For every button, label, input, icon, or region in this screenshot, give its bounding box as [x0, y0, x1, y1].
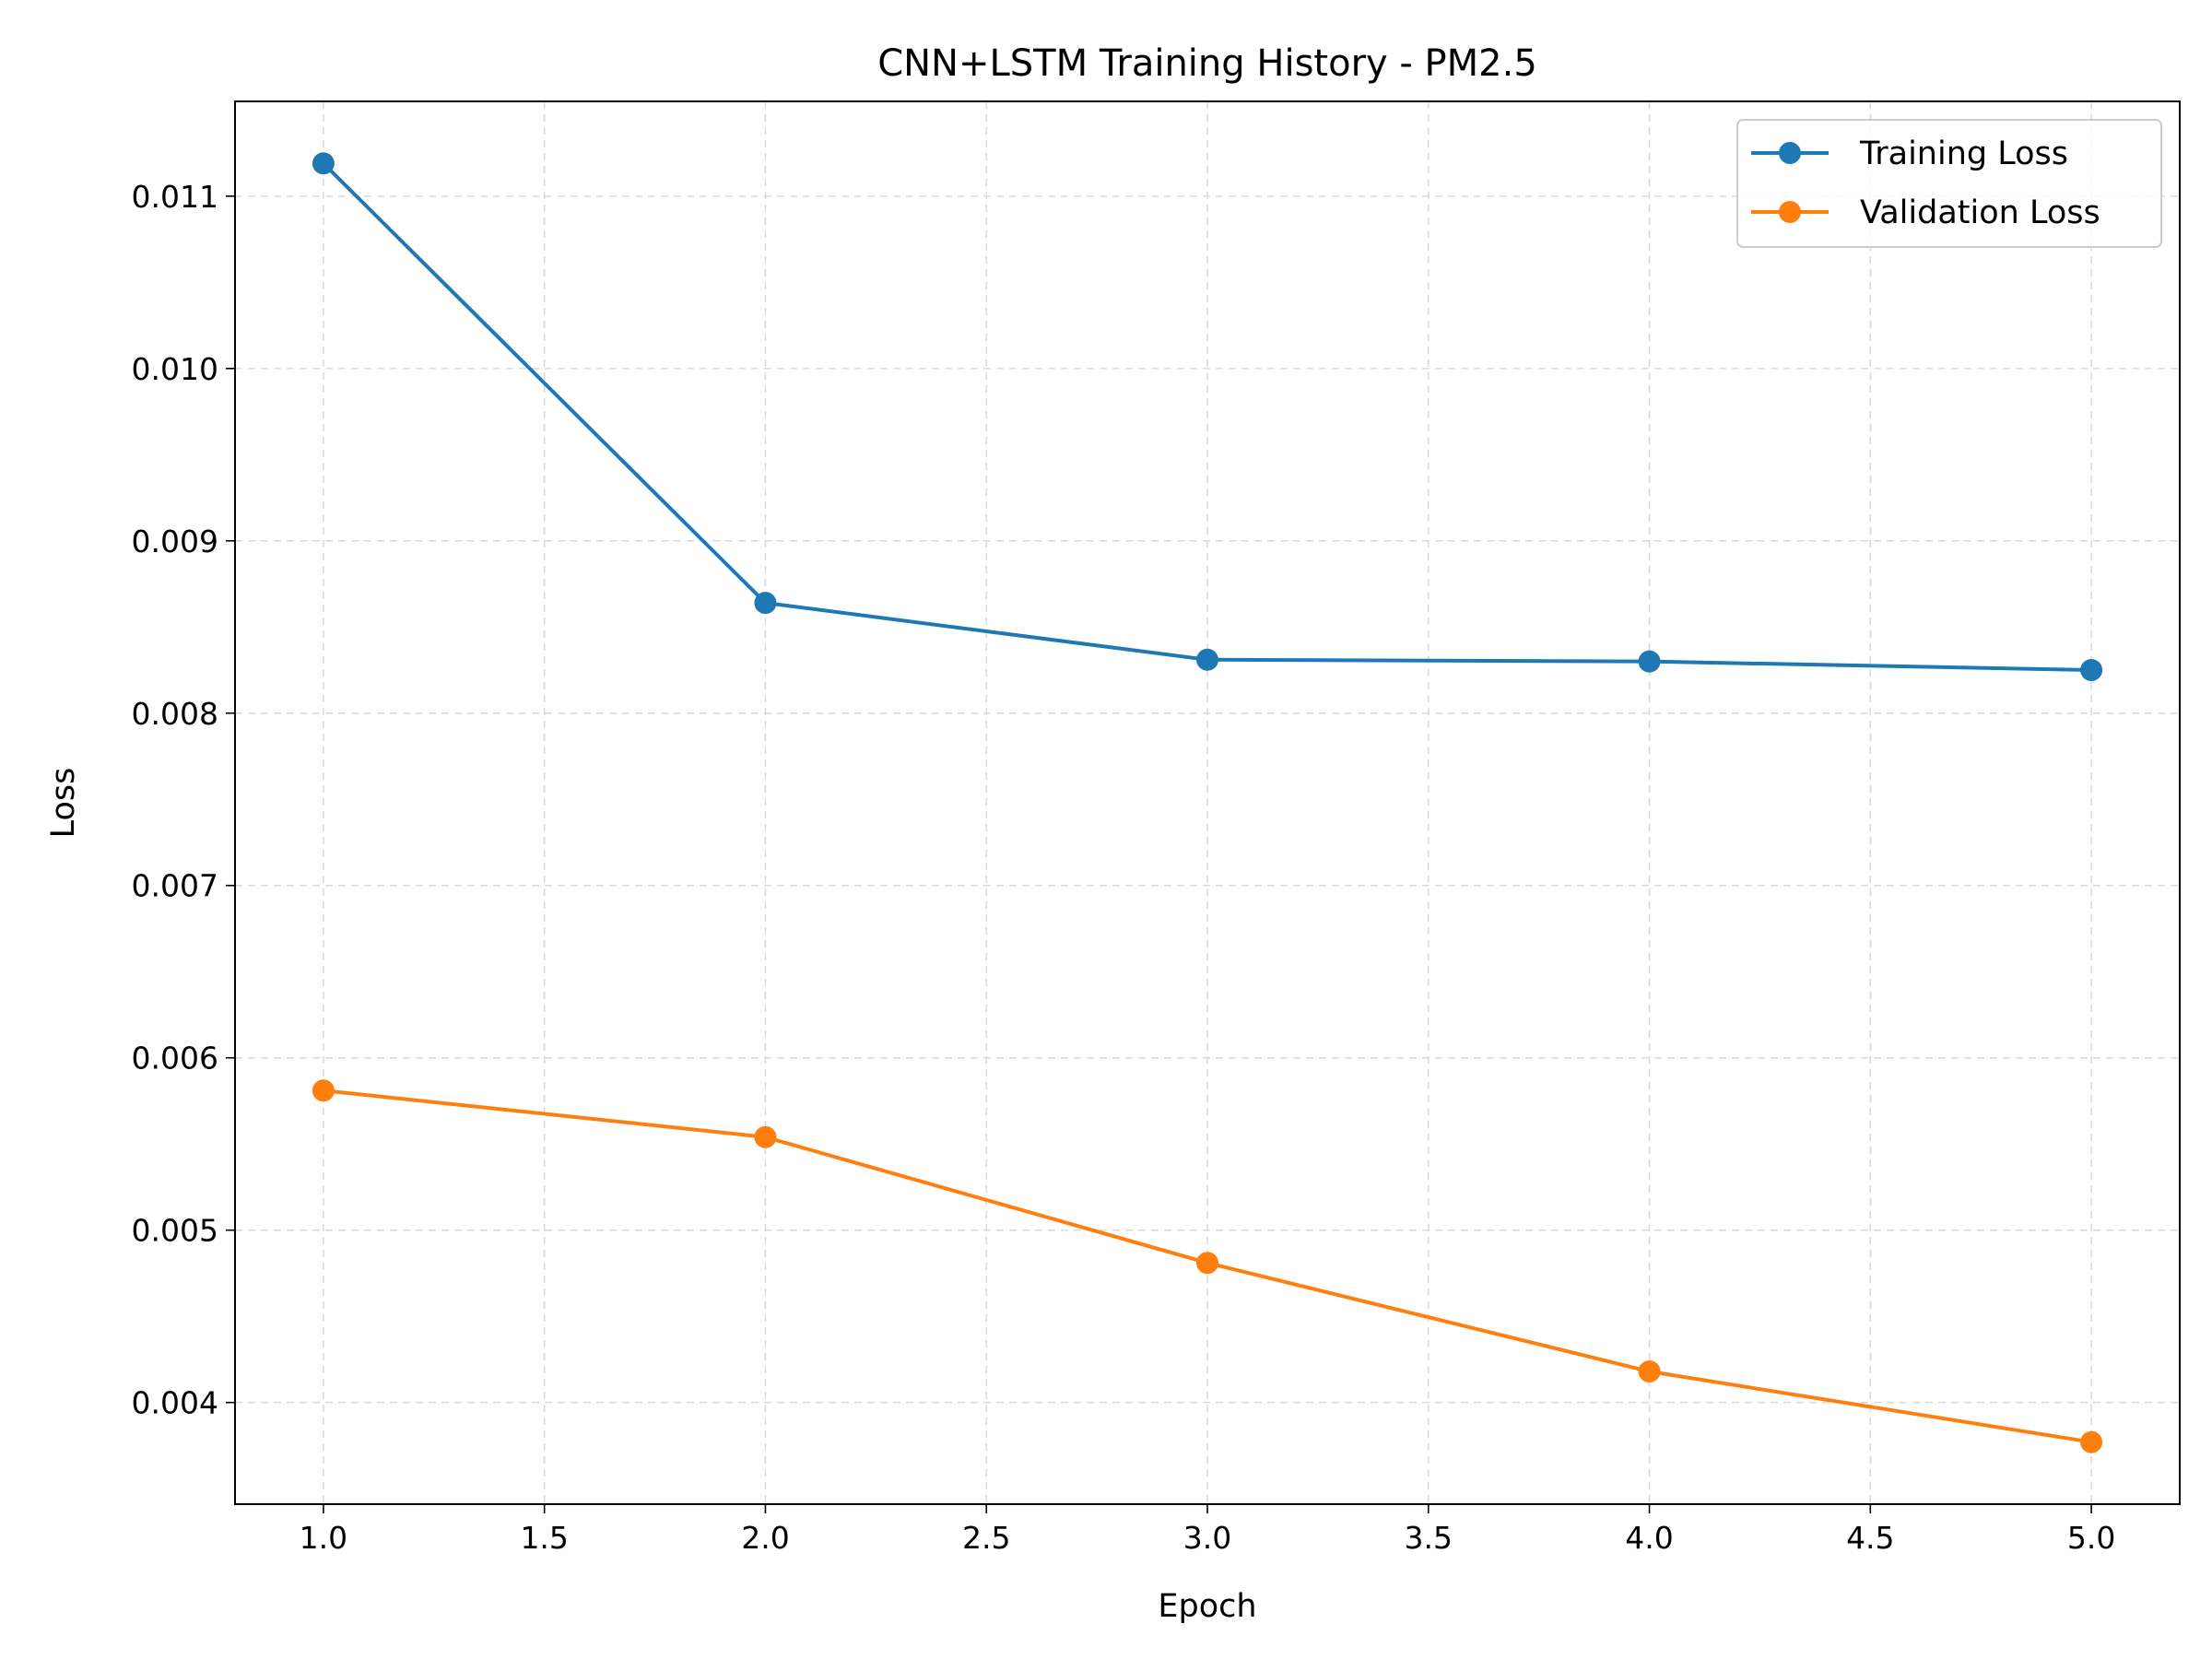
x-tick-label: 1.5	[520, 1520, 568, 1556]
data-point	[1638, 1360, 1661, 1383]
legend-frame	[1736, 119, 2162, 248]
x-axis-label: Epoch	[1158, 1588, 1256, 1625]
grid	[235, 101, 2180, 1504]
data-point	[1638, 650, 1661, 673]
y-axis-label: Loss	[45, 768, 82, 839]
x-tick-label: 2.5	[962, 1520, 1010, 1556]
data-point	[1196, 648, 1218, 671]
data-point	[1196, 1252, 1218, 1275]
y-tick-label: 0.009	[132, 524, 218, 559]
legend-marker	[1779, 142, 1801, 164]
y-tick-label: 0.007	[132, 868, 218, 904]
x-tick-label: 3.5	[1405, 1520, 1453, 1556]
data-point	[2080, 659, 2103, 682]
y-tick-label: 0.005	[132, 1213, 218, 1249]
legend-item: Training Loss	[1751, 135, 2068, 172]
x-tick-label: 1.0	[300, 1520, 347, 1556]
data-point	[312, 152, 335, 175]
y-axis: 0.004 0.005 0.006 0.007 0.008 0.009 0.010 0.011	[132, 179, 235, 1421]
legend-label: Training Loss	[1859, 135, 2068, 172]
x-tick-label: 2.0	[741, 1520, 789, 1556]
data-point	[754, 592, 777, 615]
x-axis: 1.0 1.5 2.0 2.5 3.0 3.5 4.0 4.5 5.0	[300, 1504, 2115, 1556]
legend: Training Loss Validation Loss	[1736, 119, 2162, 248]
y-tick-label: 0.008	[132, 696, 218, 732]
x-tick-label: 4.0	[1625, 1520, 1673, 1556]
x-tick-label: 5.0	[2067, 1520, 2115, 1556]
data-point	[2080, 1430, 2103, 1453]
series-layer	[312, 152, 2103, 1453]
series-validation-loss	[312, 1079, 2103, 1453]
y-tick-label: 0.011	[132, 179, 218, 215]
x-tick-label: 4.5	[1846, 1520, 1894, 1556]
data-point	[312, 1079, 335, 1102]
data-point	[754, 1125, 777, 1148]
series-training-loss	[312, 152, 2103, 682]
y-tick-label: 0.004	[132, 1385, 218, 1421]
chart-title: CNN+LSTM Training History - PM2.5	[877, 42, 1537, 85]
legend-item: Validation Loss	[1751, 194, 2100, 231]
y-tick-label: 0.010	[132, 351, 218, 387]
legend-marker	[1779, 201, 1801, 223]
y-tick-label: 0.006	[132, 1041, 218, 1077]
x-tick-label: 3.0	[1183, 1520, 1231, 1556]
legend-label: Validation Loss	[1860, 194, 2100, 231]
